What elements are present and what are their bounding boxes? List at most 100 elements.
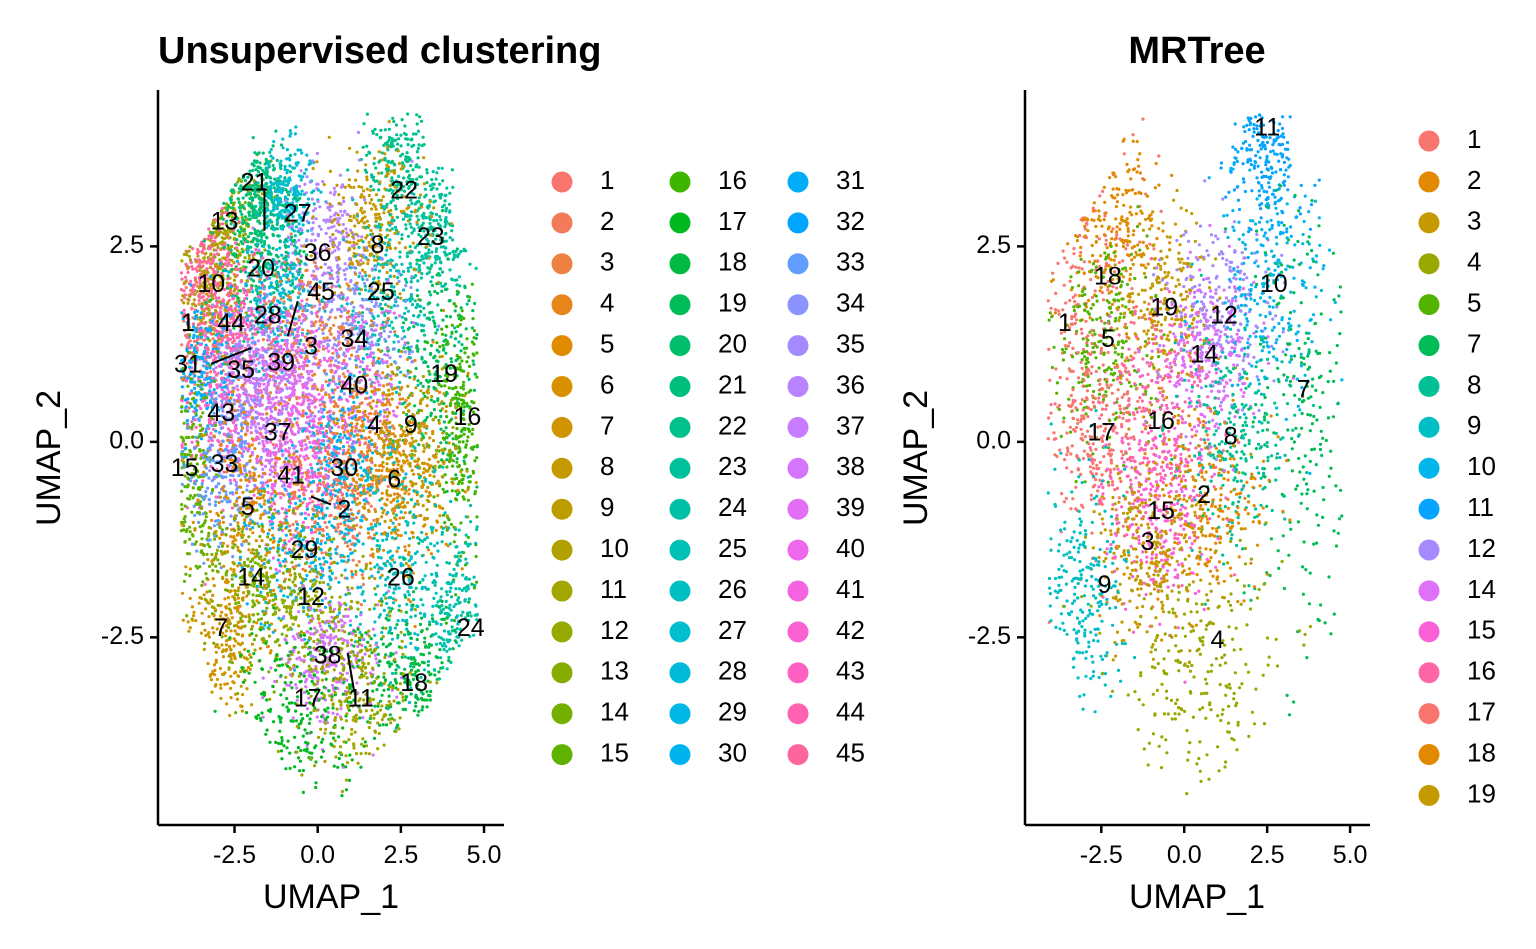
scatter-point [275,248,279,252]
scatter-point [179,288,183,292]
scatter-point [385,248,389,252]
scatter-point [351,198,355,202]
scatter-point [387,335,391,339]
scatter-point [406,327,410,331]
scatter-point [395,269,399,273]
scatter-point [186,265,191,269]
scatter-point [186,301,190,305]
scatter-point [183,446,187,450]
scatter-point [261,284,265,288]
scatter-point [392,340,396,344]
scatter-point [288,386,292,390]
scatter-point [280,209,284,213]
scatter-point [343,262,347,266]
scatter-point [249,286,253,290]
scatter-point [297,259,301,264]
scatter-point [256,229,260,233]
scatter-point [273,206,277,210]
scatter-point [279,297,283,301]
scatter-point [314,217,318,221]
scatter-point [276,200,281,204]
scatter-point [401,269,406,274]
scatter-point [420,205,424,209]
scatter-point [228,478,232,482]
scatter-point [421,135,425,139]
scatter-point [368,347,372,351]
scatter-point [275,265,279,269]
scatter-point [415,294,420,298]
scatter-point [317,224,321,228]
scatter-point [201,316,206,320]
scatter-point [197,302,201,306]
scatter-point [339,314,343,318]
scatter-point [245,293,249,297]
scatter-point [411,132,416,136]
scatter-point [213,225,217,229]
scatter-point [368,201,372,205]
scatter-point [284,310,288,314]
scatter-point [362,122,366,126]
scatter-point [225,302,229,306]
scatter-point [299,254,303,258]
scatter-point [280,253,284,257]
scatter-point [420,357,424,361]
scatter-point [422,143,426,147]
scatter-point [404,227,408,231]
scatter-point [192,283,196,287]
scatter-point [294,125,298,129]
scatter-point [222,432,226,436]
scatter-point [332,336,336,340]
scatter-point [254,438,258,442]
scatter-point [257,441,261,445]
scatter-point [346,240,350,244]
scatter-point [266,334,270,338]
scatter-point [192,346,196,350]
scatter-point [198,328,202,332]
scatter-point [427,290,431,294]
scatter-point [185,361,189,365]
scatter-point [271,285,275,289]
scatter-point [210,319,214,323]
scatter-point [380,306,384,311]
scatter-point [291,306,295,310]
scatter-point [275,335,279,340]
scatter-point [190,264,194,269]
scatter-point [212,332,216,336]
scatter-point [299,178,303,182]
scatter-point [334,359,338,363]
scatter-point [412,227,416,231]
scatter-point [267,196,271,200]
scatter-point [239,227,243,231]
scatter-point [268,150,272,154]
scatter-point [217,222,222,226]
scatter-point [393,225,398,229]
scatter-point [199,272,203,276]
scatter-point [329,326,333,330]
scatter-point [417,143,421,147]
scatter-point [330,268,334,273]
scatter-point [199,319,203,323]
scatter-point [423,360,427,364]
scatter-point [273,381,277,385]
scatter-point [404,284,408,288]
scatter-point [369,335,374,339]
scatter-point [251,136,255,140]
scatter-point [273,203,277,207]
scatter-point [288,153,293,158]
scatter-point [365,153,369,157]
scatter-point [336,213,340,217]
scatter-point [321,320,325,324]
scatter-point [333,249,337,253]
scatter-point [354,272,358,276]
scatter-point [364,163,368,167]
scatter-point [190,440,194,444]
scatter-point [322,306,326,310]
scatter-point [312,202,316,206]
scatter-point [390,218,394,222]
scatter-point [419,309,423,314]
scatter-point [458,284,462,288]
scatter-point [352,185,356,189]
scatter-point [388,246,393,251]
scatter-point [279,282,283,287]
scatter-point [341,296,345,300]
